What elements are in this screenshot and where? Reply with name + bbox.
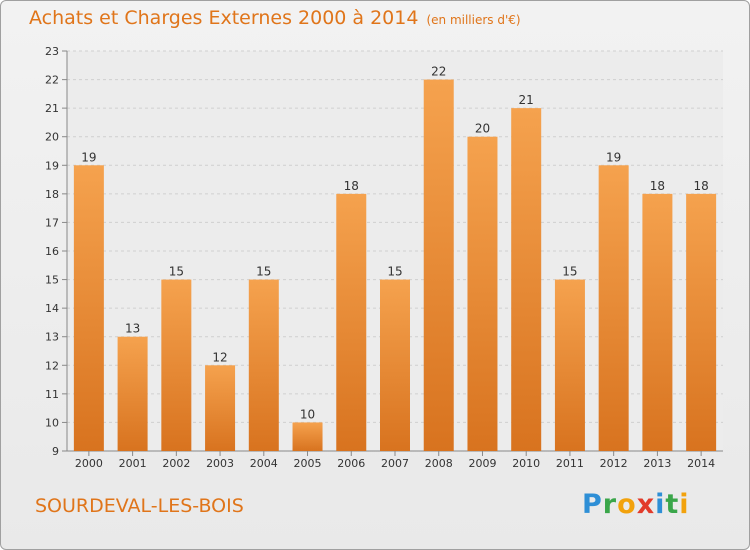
y-tick-label: 20 [45, 131, 59, 144]
bar [336, 193, 367, 451]
bar [161, 279, 192, 451]
y-tick-label: 18 [45, 188, 59, 201]
chart-title: Achats et Charges Externes 2000 à 2014 (e… [29, 7, 521, 29]
x-tick-label: 2004 [250, 457, 278, 470]
bar [642, 193, 673, 451]
y-tick-label: 15 [45, 274, 59, 287]
y-tick-label: 16 [45, 245, 59, 258]
x-tick-label: 2002 [162, 457, 190, 470]
data-label: 20 [475, 122, 490, 136]
bar [467, 136, 498, 451]
logo-letter: P [582, 489, 603, 520]
chart-unit: (en milliers d'€) [426, 13, 521, 27]
bar [117, 336, 148, 451]
data-label: 21 [519, 93, 534, 107]
x-tick-label: 2013 [643, 457, 671, 470]
x-tick-label: 2012 [600, 457, 628, 470]
x-tick-label: 2003 [206, 457, 234, 470]
data-label: 15 [256, 265, 271, 279]
x-tick-label: 2000 [75, 457, 103, 470]
bar [598, 165, 629, 452]
bar [292, 422, 323, 451]
x-tick-label: 2009 [468, 457, 496, 470]
logo-letter: o [617, 489, 637, 520]
x-tick-label: 2014 [687, 457, 715, 470]
logo-letter: r [602, 489, 618, 520]
x-tick-label: 2008 [425, 457, 453, 470]
x-tick-label: 2005 [294, 457, 322, 470]
y-tick-label: 19 [45, 159, 59, 172]
logo-letter: i [679, 489, 690, 520]
x-tick-label: 2001 [119, 457, 147, 470]
data-label: 19 [81, 150, 96, 164]
logo-letter: t [665, 489, 680, 520]
bar [511, 108, 542, 452]
x-tick-label: 2006 [337, 457, 365, 470]
logo-letter: i [655, 489, 666, 520]
bar [73, 165, 104, 452]
data-label: 18 [650, 179, 665, 193]
y-tick-label: 12 [45, 359, 59, 372]
y-tick-label: 22 [45, 74, 59, 87]
bar [205, 365, 236, 451]
y-tick-label: 14 [45, 302, 59, 315]
x-tick-label: 2011 [556, 457, 584, 470]
y-tick-label: 21 [45, 102, 59, 115]
bar [686, 193, 717, 451]
data-label: 15 [387, 265, 402, 279]
data-label: 19 [606, 150, 621, 164]
y-tick-label: 10 [45, 416, 59, 429]
chart-title-text: Achats et Charges Externes 2000 à 2014 [29, 7, 419, 29]
data-label: 15 [169, 265, 184, 279]
data-label: 13 [125, 322, 140, 336]
data-label: 12 [212, 350, 227, 364]
y-tick-label: 23 [45, 45, 59, 58]
x-tick-label: 2007 [381, 457, 409, 470]
proxiti-logo[interactable]: Proxiti [582, 489, 690, 520]
data-label: 22 [431, 65, 446, 79]
data-label: 10 [300, 407, 315, 421]
logo-letter: x [636, 489, 656, 520]
data-label: 18 [344, 179, 359, 193]
y-tick-label: 17 [45, 216, 59, 229]
y-tick-label: 13 [45, 331, 59, 344]
y-tick-label: 9 [52, 445, 59, 458]
place-name: SOURDEVAL-LES-BOIS [35, 495, 244, 517]
bar [380, 279, 410, 451]
bar [554, 279, 585, 451]
bar [423, 79, 454, 452]
data-label: 15 [562, 265, 577, 279]
x-tick-label: 2010 [512, 457, 540, 470]
y-tick-label: 11 [45, 388, 59, 401]
bar [248, 279, 279, 451]
data-label: 18 [693, 179, 708, 193]
